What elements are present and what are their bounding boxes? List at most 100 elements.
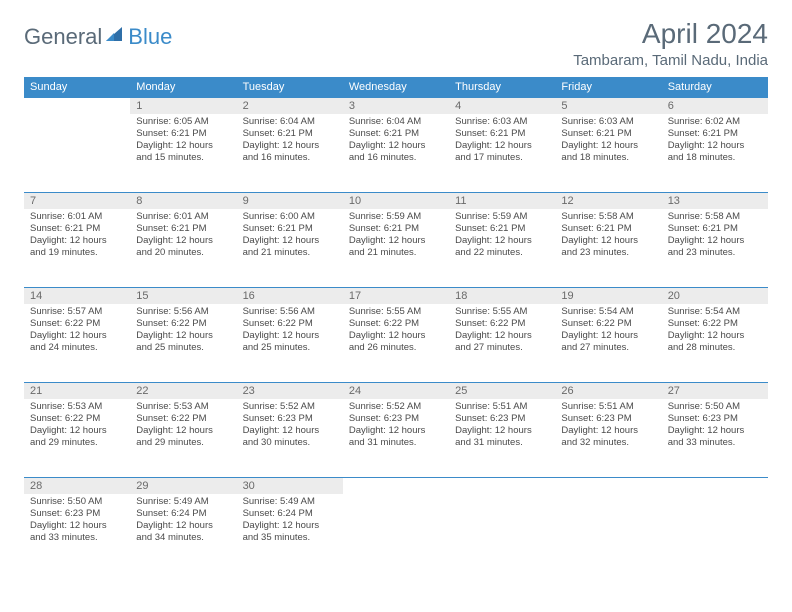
- daylight-line2: and 20 minutes.: [136, 247, 230, 259]
- cell-body: Sunrise: 5:59 AMSunset: 6:21 PMDaylight:…: [449, 209, 555, 263]
- calendar-cell: Sunrise: 5:52 AMSunset: 6:23 PMDaylight:…: [237, 399, 343, 477]
- daynum-row: 21222324252627: [24, 382, 768, 399]
- daylight-line2: and 31 minutes.: [349, 437, 443, 449]
- daylight-line1: Daylight: 12 hours: [455, 425, 549, 437]
- calendar-cell: [449, 494, 555, 572]
- day-number: 7: [24, 193, 130, 209]
- daylight-line2: and 16 minutes.: [243, 152, 337, 164]
- sunset-line: Sunset: 6:21 PM: [30, 223, 124, 235]
- daylight-line1: Daylight: 12 hours: [668, 235, 762, 247]
- sunset-line: Sunset: 6:21 PM: [243, 223, 337, 235]
- day-number: 4: [449, 98, 555, 114]
- weekday-header: Friday: [555, 77, 661, 97]
- sunset-line: Sunset: 6:21 PM: [668, 223, 762, 235]
- sunrise-line: Sunrise: 5:56 AM: [243, 306, 337, 318]
- calendar-cell: Sunrise: 5:59 AMSunset: 6:21 PMDaylight:…: [449, 209, 555, 287]
- calendar-grid: SundayMondayTuesdayWednesdayThursdayFrid…: [24, 77, 768, 572]
- sunrise-line: Sunrise: 5:54 AM: [561, 306, 655, 318]
- daylight-line2: and 33 minutes.: [668, 437, 762, 449]
- daylight-line1: Daylight: 12 hours: [243, 520, 337, 532]
- calendar-cell: Sunrise: 5:50 AMSunset: 6:23 PMDaylight:…: [662, 399, 768, 477]
- cell-body: Sunrise: 5:57 AMSunset: 6:22 PMDaylight:…: [24, 304, 130, 358]
- page-title: April 2024: [573, 18, 768, 50]
- cell-body: Sunrise: 5:49 AMSunset: 6:24 PMDaylight:…: [237, 494, 343, 548]
- sunset-line: Sunset: 6:23 PM: [668, 413, 762, 425]
- day-number: 22: [130, 383, 236, 399]
- logo: General Blue: [24, 24, 172, 50]
- calendar-cell: Sunrise: 6:03 AMSunset: 6:21 PMDaylight:…: [555, 114, 661, 192]
- day-number: 19: [555, 288, 661, 304]
- day-number: 21: [24, 383, 130, 399]
- daynum-blank: [555, 478, 661, 494]
- daylight-line2: and 27 minutes.: [455, 342, 549, 354]
- week-row: Sunrise: 6:01 AMSunset: 6:21 PMDaylight:…: [24, 209, 768, 287]
- daylight-line1: Daylight: 12 hours: [668, 330, 762, 342]
- weekday-header: Saturday: [662, 77, 768, 97]
- cell-body: Sunrise: 5:52 AMSunset: 6:23 PMDaylight:…: [237, 399, 343, 453]
- calendar-cell: Sunrise: 5:52 AMSunset: 6:23 PMDaylight:…: [343, 399, 449, 477]
- day-number: 10: [343, 193, 449, 209]
- daylight-line1: Daylight: 12 hours: [136, 330, 230, 342]
- sunset-line: Sunset: 6:21 PM: [349, 223, 443, 235]
- sunrise-line: Sunrise: 5:49 AM: [136, 496, 230, 508]
- sunrise-line: Sunrise: 5:50 AM: [30, 496, 124, 508]
- sunrise-line: Sunrise: 5:51 AM: [561, 401, 655, 413]
- day-number: 14: [24, 288, 130, 304]
- week-row: Sunrise: 5:50 AMSunset: 6:23 PM Daylight:…: [24, 494, 768, 572]
- week-row: Sunrise: 5:57 AMSunset: 6:22 PMDaylight:…: [24, 304, 768, 382]
- calendar-cell: [555, 494, 661, 572]
- sunset-line: Sunset: 6:23 PM: [455, 413, 549, 425]
- sunrise-line: Sunrise: 6:05 AM: [136, 116, 230, 128]
- cell-body: Sunrise: 5:58 AMSunset: 6:21 PMDaylight:…: [555, 209, 661, 263]
- cell-body: Sunrise: 6:05 AMSunset: 6:21 PMDaylight:…: [130, 114, 236, 168]
- cell-body: Sunrise: 5:56 AMSunset: 6:22 PMDaylight:…: [237, 304, 343, 358]
- day-number: 8: [130, 193, 236, 209]
- day-number: 25: [449, 383, 555, 399]
- sunset-line: Sunset: 6:23 PM: [561, 413, 655, 425]
- cell-body: Sunrise: 5:54 AMSunset: 6:22 PMDaylight:…: [555, 304, 661, 358]
- cell-body: Sunrise: 6:01 AMSunset: 6:21 PMDaylight:…: [24, 209, 130, 263]
- weekday-header: Sunday: [24, 77, 130, 97]
- sunset-line: Sunset: 6:21 PM: [455, 223, 549, 235]
- daylight-line2: and 18 minutes.: [668, 152, 762, 164]
- sunset-line: Sunset: 6:21 PM: [349, 128, 443, 140]
- day-number: 3: [343, 98, 449, 114]
- calendar-cell: Sunrise: 6:02 AMSunset: 6:21 PMDaylight:…: [662, 114, 768, 192]
- calendar-cell: Sunrise: 5:50 AMSunset: 6:23 PMDaylight:…: [24, 494, 130, 572]
- day-number: 28: [24, 478, 130, 494]
- week-row: Sunrise: 6:05 AMSunset: 6:21 PMDaylight:…: [24, 114, 768, 192]
- sunrise-line: Sunrise: 5:50 AM: [668, 401, 762, 413]
- cell-body: Sunrise: 5:54 AMSunset: 6:22 PMDaylight:…: [662, 304, 768, 358]
- daylight-line2: and 25 minutes.: [243, 342, 337, 354]
- sunset-line: Sunset: 6:23 PM: [30, 508, 124, 520]
- daylight-line1: Daylight: 12 hours: [349, 330, 443, 342]
- weekday-header-row: SundayMondayTuesdayWednesdayThursdayFrid…: [24, 77, 768, 97]
- daylight-line2: and 29 minutes.: [30, 437, 124, 449]
- sunset-line: Sunset: 6:22 PM: [136, 413, 230, 425]
- calendar-cell: Sunrise: 5:53 AMSunset: 6:22 PMDaylight:…: [130, 399, 236, 477]
- daynum-blank: [662, 478, 768, 494]
- daylight-line1: Daylight: 12 hours: [243, 140, 337, 152]
- cell-body: Sunrise: 6:04 AMSunset: 6:21 PMDaylight:…: [237, 114, 343, 168]
- sunset-line: Sunset: 6:21 PM: [243, 128, 337, 140]
- cell-body: Sunrise: 5:52 AMSunset: 6:23 PMDaylight:…: [343, 399, 449, 453]
- daylight-line1: Daylight: 12 hours: [136, 520, 230, 532]
- daylight-line1: Daylight: 12 hours: [243, 425, 337, 437]
- sunset-line: Sunset: 6:23 PM: [349, 413, 443, 425]
- day-number: 29: [130, 478, 236, 494]
- weekday-header: Monday: [130, 77, 236, 97]
- week-row: Sunrise: 5:53 AMSunset: 6:22 PMDaylight:…: [24, 399, 768, 477]
- cell-body: Sunrise: 5:51 AMSunset: 6:23 PMDaylight:…: [555, 399, 661, 453]
- cell-body: Sunrise: 5:58 AMSunset: 6:21 PMDaylight:…: [662, 209, 768, 263]
- sunrise-line: Sunrise: 6:01 AM: [136, 211, 230, 223]
- cell-body: Sunrise: 5:49 AMSunset: 6:24 PMDaylight:…: [130, 494, 236, 548]
- daylight-line1: Daylight: 12 hours: [455, 235, 549, 247]
- cell-body: Sunrise: 5:51 AMSunset: 6:23 PMDaylight:…: [449, 399, 555, 453]
- daylight-line1: Daylight: 12 hours: [668, 425, 762, 437]
- sunset-line: Sunset: 6:22 PM: [668, 318, 762, 330]
- cell-body: Sunrise: 5:53 AMSunset: 6:22 PMDaylight:…: [24, 399, 130, 453]
- sunrise-line: Sunrise: 5:58 AM: [561, 211, 655, 223]
- daylight-line2: and 16 minutes.: [349, 152, 443, 164]
- daylight-line2: and 33 minutes.: [30, 532, 124, 544]
- calendar-cell: Sunrise: 5:59 AMSunset: 6:21 PMDaylight:…: [343, 209, 449, 287]
